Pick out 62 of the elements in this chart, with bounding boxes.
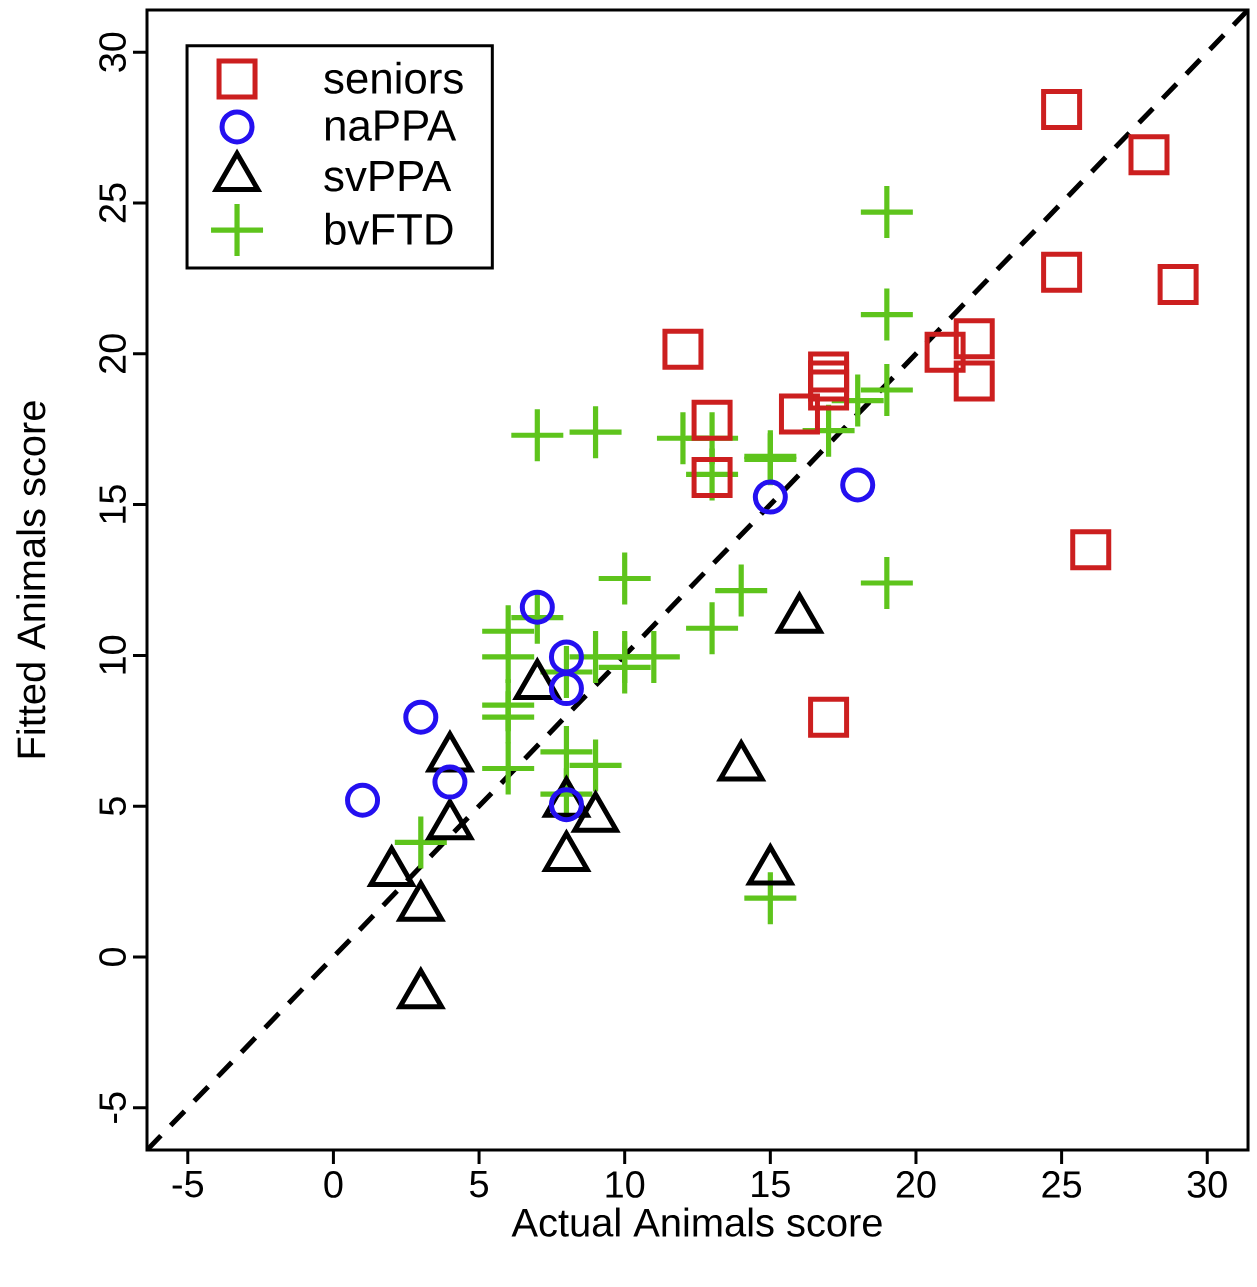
x-tick-label: 20 xyxy=(896,1171,936,1198)
point xyxy=(1070,529,1112,571)
x-tick-label: 5 xyxy=(470,1171,488,1198)
y-tick-label: 15 xyxy=(99,485,126,523)
point xyxy=(953,318,995,360)
point xyxy=(860,288,913,341)
point xyxy=(662,328,704,370)
point xyxy=(808,351,850,393)
point xyxy=(519,589,555,625)
y-tick-label: 0 xyxy=(99,947,126,967)
point xyxy=(345,782,381,818)
point xyxy=(432,764,468,800)
x-tick-label: 15 xyxy=(752,1171,790,1198)
y-tick-label: 30 xyxy=(99,32,126,72)
point xyxy=(1128,134,1170,176)
point xyxy=(860,186,913,239)
point xyxy=(860,557,913,610)
x-tick-label: 10 xyxy=(606,1171,645,1198)
point xyxy=(744,872,797,925)
x-tick-label: 30 xyxy=(1187,1171,1227,1198)
point xyxy=(778,393,820,435)
point xyxy=(1041,251,1083,293)
point xyxy=(598,641,651,694)
point xyxy=(1041,89,1083,131)
point xyxy=(752,479,788,515)
point xyxy=(598,552,651,605)
point xyxy=(924,331,966,373)
x-tick-label: 25 xyxy=(1042,1171,1082,1198)
y-tick-label: 25 xyxy=(99,183,126,223)
point xyxy=(860,363,913,416)
legend-label: svPPA xyxy=(324,160,452,192)
point xyxy=(808,696,850,738)
point xyxy=(840,467,876,503)
legend-label: naPPA xyxy=(325,110,457,141)
y-tick-label: 10 xyxy=(99,635,126,674)
point xyxy=(1157,263,1199,305)
y-tick-label: -5 xyxy=(99,1092,126,1123)
x-axis-title: Actual Animals score xyxy=(511,1207,882,1237)
point xyxy=(482,742,535,795)
point xyxy=(627,630,680,683)
point xyxy=(715,564,768,617)
point xyxy=(548,671,584,707)
point xyxy=(511,409,564,462)
point xyxy=(403,699,439,735)
point xyxy=(569,739,622,792)
point xyxy=(808,369,850,411)
x-tick-label: 0 xyxy=(324,1171,343,1198)
point xyxy=(691,399,733,441)
y-axis-title: Fitted Animals score xyxy=(16,401,46,758)
x-tick-label: -5 xyxy=(172,1171,204,1198)
point xyxy=(548,639,584,675)
point xyxy=(953,360,995,402)
y-tick-label: 20 xyxy=(99,334,126,373)
point xyxy=(548,787,584,823)
legend-label: bvFTD xyxy=(325,212,453,245)
point xyxy=(691,456,733,498)
point xyxy=(394,816,447,869)
point xyxy=(482,691,535,744)
legend-label: seniors xyxy=(324,61,463,94)
point xyxy=(569,406,622,459)
y-tick-label: 5 xyxy=(99,797,126,816)
point xyxy=(686,602,739,655)
